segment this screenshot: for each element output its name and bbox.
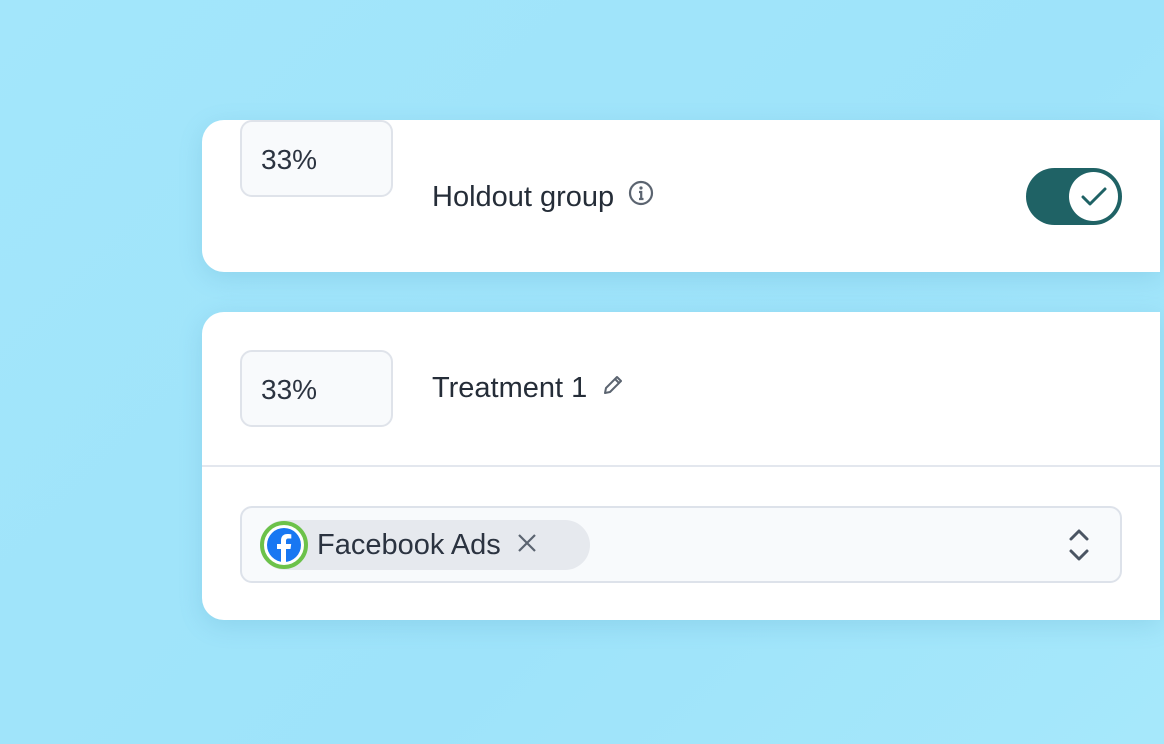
close-icon[interactable] — [517, 533, 537, 558]
check-icon — [1069, 172, 1118, 221]
treatment-label: Treatment 1 — [432, 372, 588, 404]
holdout-label: Holdout group — [432, 180, 615, 213]
holdout-toggle[interactable] — [1026, 168, 1122, 225]
treatment-percent-input[interactable]: 33% — [240, 350, 393, 427]
holdout-percent-input[interactable]: 33% — [240, 120, 393, 197]
info-icon[interactable] — [628, 180, 654, 214]
pencil-icon[interactable] — [601, 372, 625, 405]
holdout-card: 33% Holdout group — [202, 120, 1160, 272]
facebook-icon — [260, 521, 308, 569]
channel-select[interactable]: Facebook Ads — [240, 506, 1122, 583]
divider — [202, 465, 1160, 467]
channel-chip: Facebook Ads — [260, 520, 590, 570]
treatment-card: 33% Treatment 1 Facebook Ads — [202, 312, 1160, 620]
treatment-label-row: Treatment 1 — [432, 372, 625, 405]
holdout-label-row: Holdout group — [432, 180, 654, 214]
chevron-up-down-icon[interactable] — [1068, 526, 1090, 569]
channel-chip-label: Facebook Ads — [317, 528, 501, 561]
